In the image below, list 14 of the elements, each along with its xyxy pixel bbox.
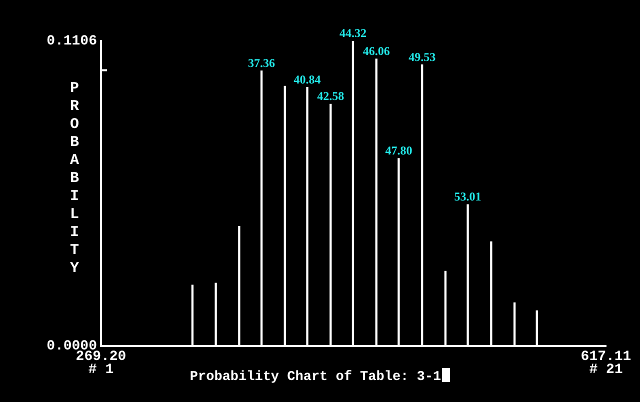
y-axis-title: PROBABILITY	[66, 80, 83, 278]
text: Probability Chart of Table: 3-1	[190, 370, 442, 385]
annotation: 44.32	[339, 26, 366, 40]
text: # 21	[589, 362, 623, 378]
annotation: 49.53	[408, 50, 436, 64]
x-tick-label: 617.11	[580, 348, 632, 365]
annotation: 42.58	[317, 89, 344, 104]
annotation: 37.36	[248, 56, 276, 70]
text: # 1	[88, 362, 114, 378]
annotation: 40.84	[294, 72, 321, 86]
annotation: 53.01	[454, 190, 482, 204]
y-tick-label: 0.1106	[46, 34, 97, 50]
annotation: 46.06	[362, 44, 390, 58]
annotation: 47.80	[385, 144, 412, 158]
